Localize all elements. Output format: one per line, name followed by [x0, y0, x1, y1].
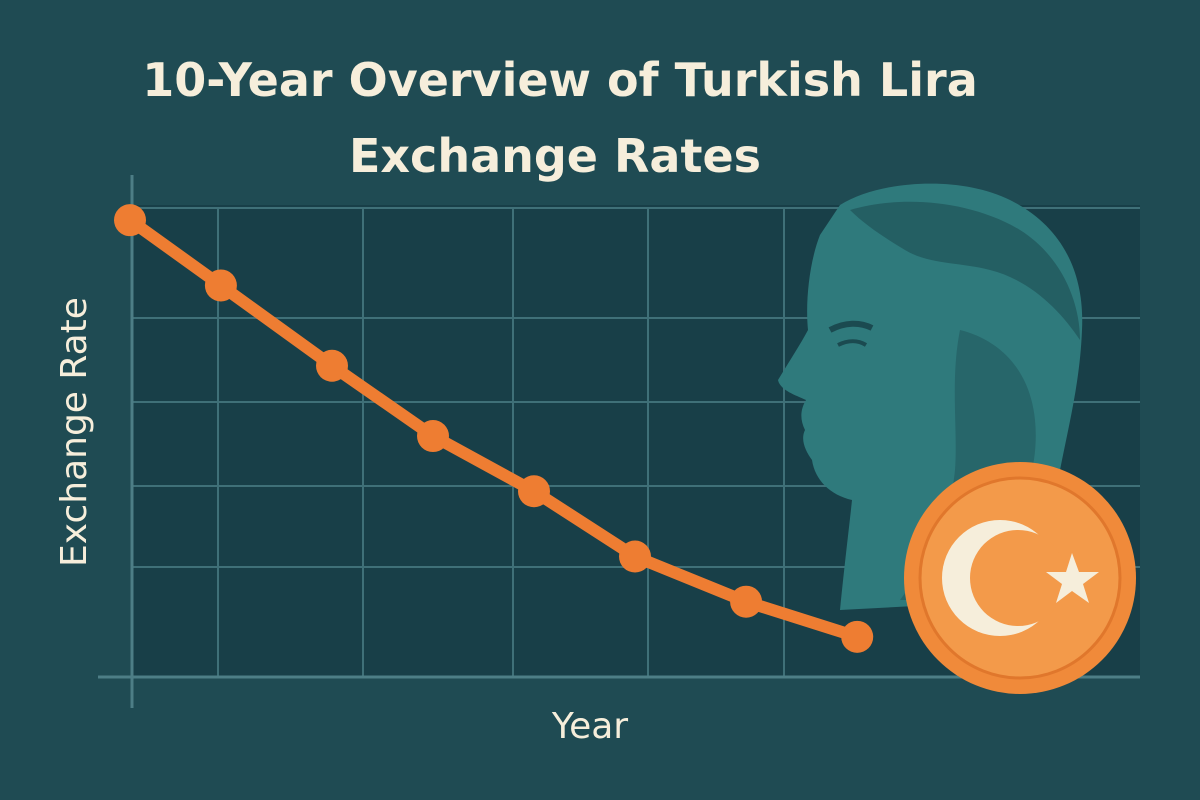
- y-axis-label: Exchange Rate: [54, 297, 95, 567]
- point: [114, 204, 146, 237]
- portrait-hair: [850, 201, 1080, 340]
- chart-title: 10-Year Overview of Turkish Lira: [142, 53, 978, 107]
- point: [730, 585, 763, 618]
- crescent-inner: [970, 530, 1066, 626]
- line: [124, 214, 864, 643]
- chart-title: Exchange Rates: [349, 129, 761, 183]
- star: [1046, 553, 1099, 603]
- portrait-eye: [837, 339, 868, 347]
- point: [316, 349, 348, 382]
- point: [417, 420, 449, 453]
- point: [204, 269, 237, 302]
- point: [619, 540, 651, 573]
- portrait-brow: [828, 320, 874, 333]
- coin: [904, 462, 1136, 694]
- point: [841, 620, 874, 653]
- x-axis-label: Year: [551, 706, 628, 747]
- point: [518, 475, 550, 508]
